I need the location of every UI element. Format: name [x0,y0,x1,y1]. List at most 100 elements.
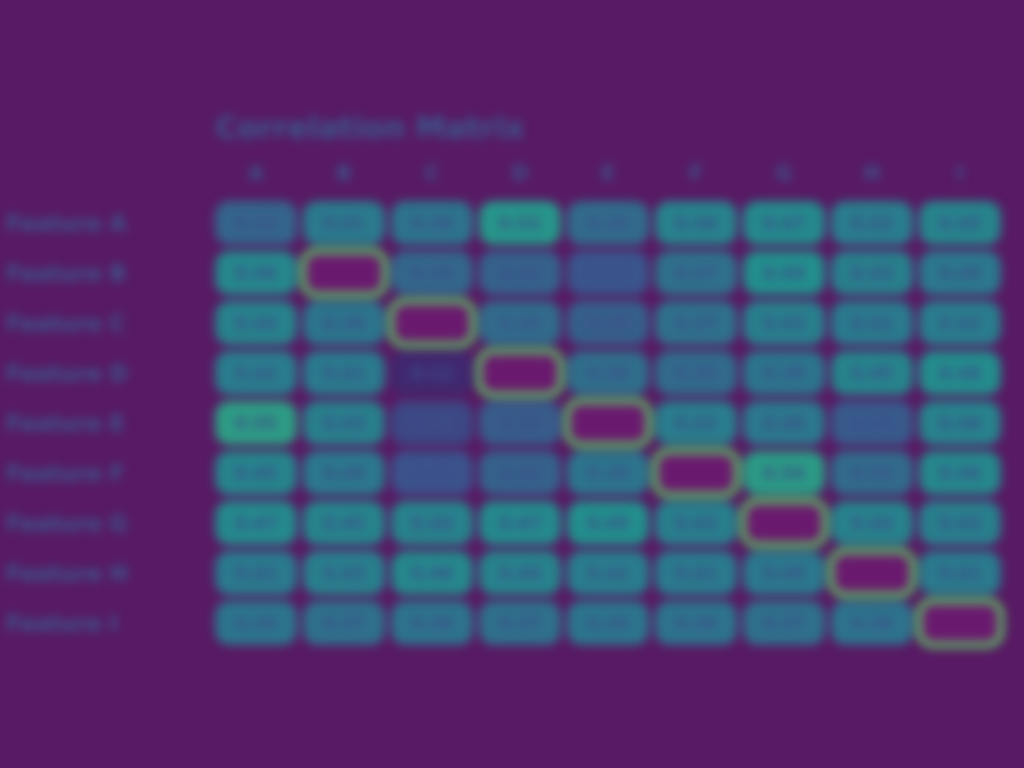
column-tick-label: I [956,161,963,185]
cell-value-label: 0.49 [587,514,629,534]
cell-value-label: 0.41 [675,564,717,584]
heatmap-cell [391,251,473,295]
heatmap-cell [567,351,649,395]
heatmap-cell [479,201,561,245]
column-tick-label: C [425,161,440,185]
column-tick-label: G [776,161,792,185]
heatmap-cell [567,601,649,645]
heatmap-cell [303,351,385,395]
heatmap-cell [567,301,649,345]
cell-value-label: 0.43 [675,514,717,534]
cell-value-label: 0.41 [939,564,981,584]
cell-value-label: 0.39 [235,614,277,634]
cell-value-label: 0.35 [499,314,541,334]
heatmap-cell [215,251,297,295]
heatmap-cell [919,451,1001,495]
heatmap-cell [743,351,825,395]
heatmap-cell [567,201,649,245]
heatmap-cell [919,351,1001,395]
cell-value-label: 0.12 [411,364,453,384]
heatmap-cell [567,451,649,495]
heatmap-cell [564,398,652,448]
heatmap-cell [391,401,473,445]
column-tick-label: D [512,161,529,185]
heatmap-cell [479,251,561,295]
cell-value-label: 0.35 [851,464,893,484]
cell-value-label: 0.45 [235,464,277,484]
cell-value-label: 0.44 [939,414,981,434]
heatmap-cell [655,251,737,295]
cell-value-label: 1.00 [587,414,629,434]
cell-value-label: 0.42 [675,414,717,434]
cell-value-label: 0.44 [499,564,541,584]
cell-value-label: 0.40 [939,264,981,284]
cell-value-label: 0.42 [587,564,629,584]
row-tick-label: Feature B [6,262,126,287]
heatmap-cell [655,601,737,645]
cell-value-label: 0.25 [411,464,453,484]
heatmap-cell [743,601,825,645]
cell-value-label: 0.45 [851,364,893,384]
heatmap-cell [479,501,561,545]
cell-value-label: 0.39 [763,364,805,384]
cell-value-label: 0.44 [851,514,893,534]
cell-value-label: 0.38 [411,614,453,634]
row-tick-label: Feature F [6,462,125,487]
cell-value-label: 0.46 [939,464,981,484]
heatmap-cell [215,201,297,245]
heatmap-cell [828,548,916,598]
heatmap-cell [567,551,649,595]
cell-value-label: 0.55 [235,414,277,434]
column-tick-label: B [336,161,351,185]
heatmap-cell [916,598,1004,648]
heatmap-cell [919,301,1001,345]
heatmap-cell [743,301,825,345]
heatmap-cell [391,601,473,645]
heatmap-cell [303,301,385,345]
heatmap-cell [479,401,561,445]
heatmap-cell [300,248,388,298]
heatmap-cell [476,348,564,398]
cell-value-label: 0.37 [675,264,717,284]
heatmap-cell [215,501,297,545]
heatmap-cell [655,301,737,345]
cell-value-label: 0.45 [939,214,981,234]
cell-value-label: 0.30 [587,314,629,334]
cell-value-label: 0.35 [675,364,717,384]
cell-value-label: 0.41 [323,214,365,234]
cell-value-label: 0.39 [587,614,629,634]
cell-value-label: 0.42 [939,314,981,334]
heatmap-cell [919,251,1001,295]
cell-value-label: 0.38 [851,614,893,634]
cell-value-label: 0.54 [763,464,805,484]
column-tick-label: A [248,161,264,185]
column-tick-label: H [864,161,881,185]
heatmap-cell [655,551,737,595]
heatmap-cell [743,401,825,445]
cell-value-label: 0.45 [323,514,365,534]
heatmap-cell [215,401,297,445]
column-tick-label: E [601,161,615,185]
heatmap-cell [831,351,913,395]
row-tick-label: Feature C [6,312,126,337]
heatmap-cell [567,501,649,545]
heatmap-cell [743,251,825,295]
cell-value-label: 0.46 [235,264,277,284]
cell-value-label: 1.00 [411,314,453,334]
heatmap-cell [652,448,740,498]
heatmap-cell [743,201,825,245]
heatmap-cell [655,401,737,445]
heatmap-cell [391,201,473,245]
heatmap-cell [479,551,561,595]
cell-value-label: 0.42 [235,364,277,384]
heatmap-cell [831,301,913,345]
cell-value-label: 0.44 [235,314,277,334]
heatmap-cell [303,501,385,545]
cell-value-label: 0.37 [763,614,805,634]
heatmap-cell [303,401,385,445]
cell-value-label: 0.47 [499,514,541,534]
cell-value-label: 0.47 [763,214,805,234]
heatmap-cell [740,498,828,548]
cell-value-label: 1.00 [939,614,981,634]
